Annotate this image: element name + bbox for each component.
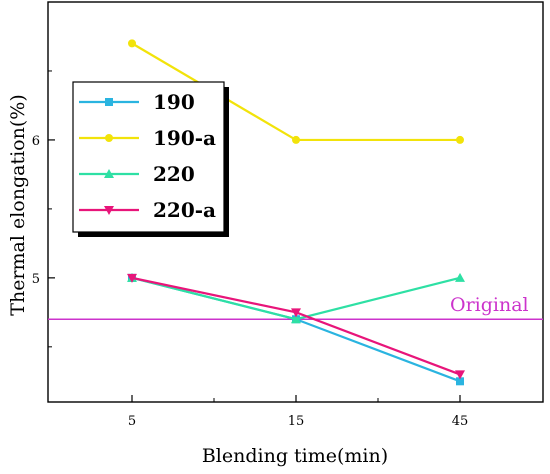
series-190-a: [128, 39, 464, 144]
data-point-190-a: [456, 135, 464, 144]
data-point-220: [291, 314, 301, 324]
legend-label: 190-a: [153, 126, 216, 150]
legend-item-220-a: 220-a: [79, 198, 216, 222]
legend-label: 220-a: [153, 198, 216, 222]
series-group: [127, 39, 465, 386]
y-tick-label: 5: [32, 272, 40, 287]
legend-label: 220: [153, 162, 195, 186]
legend-marker-icon: [104, 169, 114, 178]
series-line-190: [131, 276, 461, 383]
x-tick-label: 5: [128, 414, 136, 429]
data-point-190-a: [128, 39, 136, 48]
legend-item-220: 220: [79, 162, 195, 186]
y-tick-label: 6: [32, 134, 40, 149]
legend-marker-icon: [105, 134, 113, 142]
x-axis-title: Blending time(min): [202, 445, 388, 467]
series-220-a: [127, 273, 465, 380]
legend-box: [72, 81, 225, 233]
data-point-190-a: [292, 135, 300, 144]
reference-line-label: Original: [450, 294, 529, 316]
data-point-220-a: [455, 370, 465, 380]
axis-ticks: 5 6 5 15 45: [32, 70, 469, 429]
legend-item-190: 190: [79, 90, 195, 114]
legend-marker-icon: [104, 206, 114, 215]
x-tick-label: 45: [452, 414, 469, 429]
legend: 190 190-a 220 220-a: [72, 81, 229, 237]
legend-marker-icon: [105, 98, 113, 106]
data-point-190: [456, 377, 464, 386]
data-point-220-a: [127, 273, 137, 283]
legend-item-190-a: 190-a: [79, 126, 216, 150]
series-line-220-a: [131, 276, 461, 376]
y-axis-title: Thermal elongation(%): [7, 94, 29, 315]
data-point-220-a: [291, 308, 301, 318]
x-tick-label: 15: [288, 414, 305, 429]
data-point-220: [455, 272, 465, 282]
legend-label: 190: [153, 90, 195, 114]
